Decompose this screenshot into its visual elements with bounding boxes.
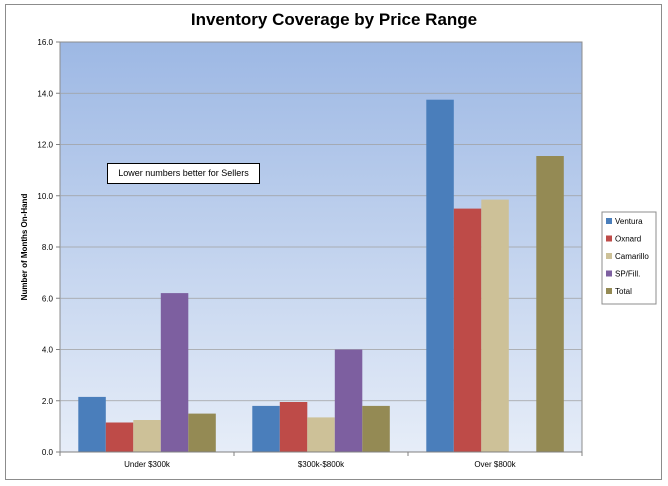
y-tick-label: 2.0 <box>42 397 54 406</box>
y-tick-label: 10.0 <box>37 192 53 201</box>
x-tick-label: Over $800k <box>474 460 516 469</box>
x-tick-label: Under $300k <box>124 460 171 469</box>
legend: Ventura Oxnard Camarillo SP/Fill. Total <box>601 211 657 305</box>
legend-swatch <box>606 270 612 277</box>
bar-sp-fill--0 <box>160 293 189 452</box>
y-tick-label: 8.0 <box>42 243 54 252</box>
bar-sp-fill--1 <box>334 349 363 452</box>
bar-camarillo-0 <box>133 420 161 452</box>
bar-oxnard-2 <box>453 208 482 452</box>
bar-total-1 <box>362 405 390 452</box>
y-tick-label: 4.0 <box>42 346 54 355</box>
legend-swatch <box>606 235 612 242</box>
bar-oxnard-0 <box>105 422 134 452</box>
legend-label: Total <box>615 287 632 296</box>
annotation-note: Lower numbers better for Sellers <box>107 163 260 184</box>
bar-ventura-1 <box>252 405 280 452</box>
chart-title: Inventory Coverage by Price Range <box>190 10 478 29</box>
x-tick-label: $300k-$800k <box>298 460 345 469</box>
legend-label: SP/Fill. <box>615 270 640 279</box>
bar-oxnard-1 <box>279 402 308 452</box>
legend-swatch <box>606 253 612 259</box>
y-tick-label: 16.0 <box>37 38 53 47</box>
bars <box>78 99 564 452</box>
y-axis-title: Number of Months On-Hand <box>20 194 29 301</box>
bar-ventura-2 <box>426 99 454 452</box>
bar-camarillo-1 <box>307 417 335 452</box>
bar-camarillo-2 <box>481 199 509 452</box>
x-axis-ticks: Under $300k $300k-$800k Over $800k <box>59 451 583 469</box>
legend-swatch <box>606 288 612 294</box>
legend-label: Oxnard <box>615 235 641 244</box>
y-tick-label: 12.0 <box>37 141 53 150</box>
bar-total-0 <box>188 413 216 452</box>
legend-label: Camarillo <box>615 252 649 261</box>
bar-total-2 <box>536 156 564 452</box>
bar-ventura-0 <box>78 396 106 452</box>
legend-swatch <box>606 218 612 224</box>
legend-label: Ventura <box>615 217 643 226</box>
y-tick-label: 6.0 <box>42 294 54 303</box>
y-tick-label: 14.0 <box>37 89 53 98</box>
y-axis-ticks: 0.0 2.0 4.0 6.0 8.0 10.0 12.0 14.0 16.0 <box>37 38 60 457</box>
y-tick-label: 0.0 <box>42 448 54 457</box>
